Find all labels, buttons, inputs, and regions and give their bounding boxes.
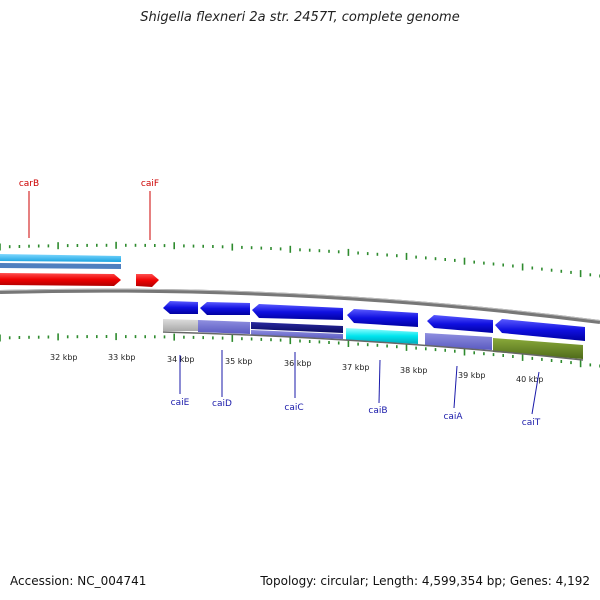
gene-label-caiB-text: caiB (368, 406, 387, 416)
ticks-top (0, 241, 600, 278)
gene-label-carB[interactable]: carB (19, 179, 39, 238)
gene-label-caiC-text: caiC (284, 403, 303, 413)
kbp-label: 35 kbp (225, 357, 253, 366)
caiD-feature (198, 302, 250, 334)
gene-label-caiT-text: caiT (522, 418, 541, 428)
kbp-label: 40 kbp (516, 375, 544, 384)
kbp-label: 38 kbp (400, 366, 428, 375)
genome-summary: Topology: circular; Length: 4,599,354 bp… (260, 574, 590, 588)
upper-left-band (0, 254, 121, 269)
gene-label-caiT[interactable]: caiT (522, 371, 541, 428)
gene-label-caiA-text: caiA (443, 412, 463, 422)
caiF-feature (136, 274, 159, 287)
kbp-label: 39 kbp (458, 371, 486, 380)
caiE-feature (163, 301, 198, 331)
gene-label-caiD[interactable]: caiD (212, 350, 232, 409)
gene-label-caiE-text: caiE (171, 398, 190, 408)
genome-backbone (0, 288, 600, 324)
map-title: Shigella flexneri 2a str. 2457T, complet… (140, 10, 460, 25)
gene-label-caiE[interactable]: caiE (171, 355, 190, 408)
ticks-bottom (0, 333, 600, 368)
gene-label-caiA[interactable]: caiA (443, 365, 463, 422)
gene-label-caiC[interactable]: caiC (284, 352, 304, 413)
gene-label-caiF[interactable]: caiF (141, 179, 159, 240)
gene-label-carB-text: carB (19, 179, 39, 189)
gene-label-caiB[interactable]: caiB (368, 359, 388, 416)
accession-label: Accession: NC_004741 (10, 574, 147, 588)
kbp-label: 34 kbp (167, 355, 195, 364)
kbp-label: 32 kbp (50, 353, 78, 362)
caiA-feature (425, 315, 493, 350)
kbp-label: 37 kbp (342, 363, 370, 372)
carB-feature (0, 273, 121, 286)
kbp-labels: 32 kbp 33 kbp 34 kbp 35 kbp 36 kbp 37 kb… (50, 353, 544, 384)
kbp-label: 36 kbp (284, 359, 312, 368)
gene-label-caiF-text: caiF (141, 179, 159, 189)
kbp-label: 33 kbp (108, 353, 136, 362)
gene-label-caiD-text: caiD (212, 399, 232, 409)
caiB-feature (346, 309, 418, 344)
caiC-feature (251, 304, 343, 339)
